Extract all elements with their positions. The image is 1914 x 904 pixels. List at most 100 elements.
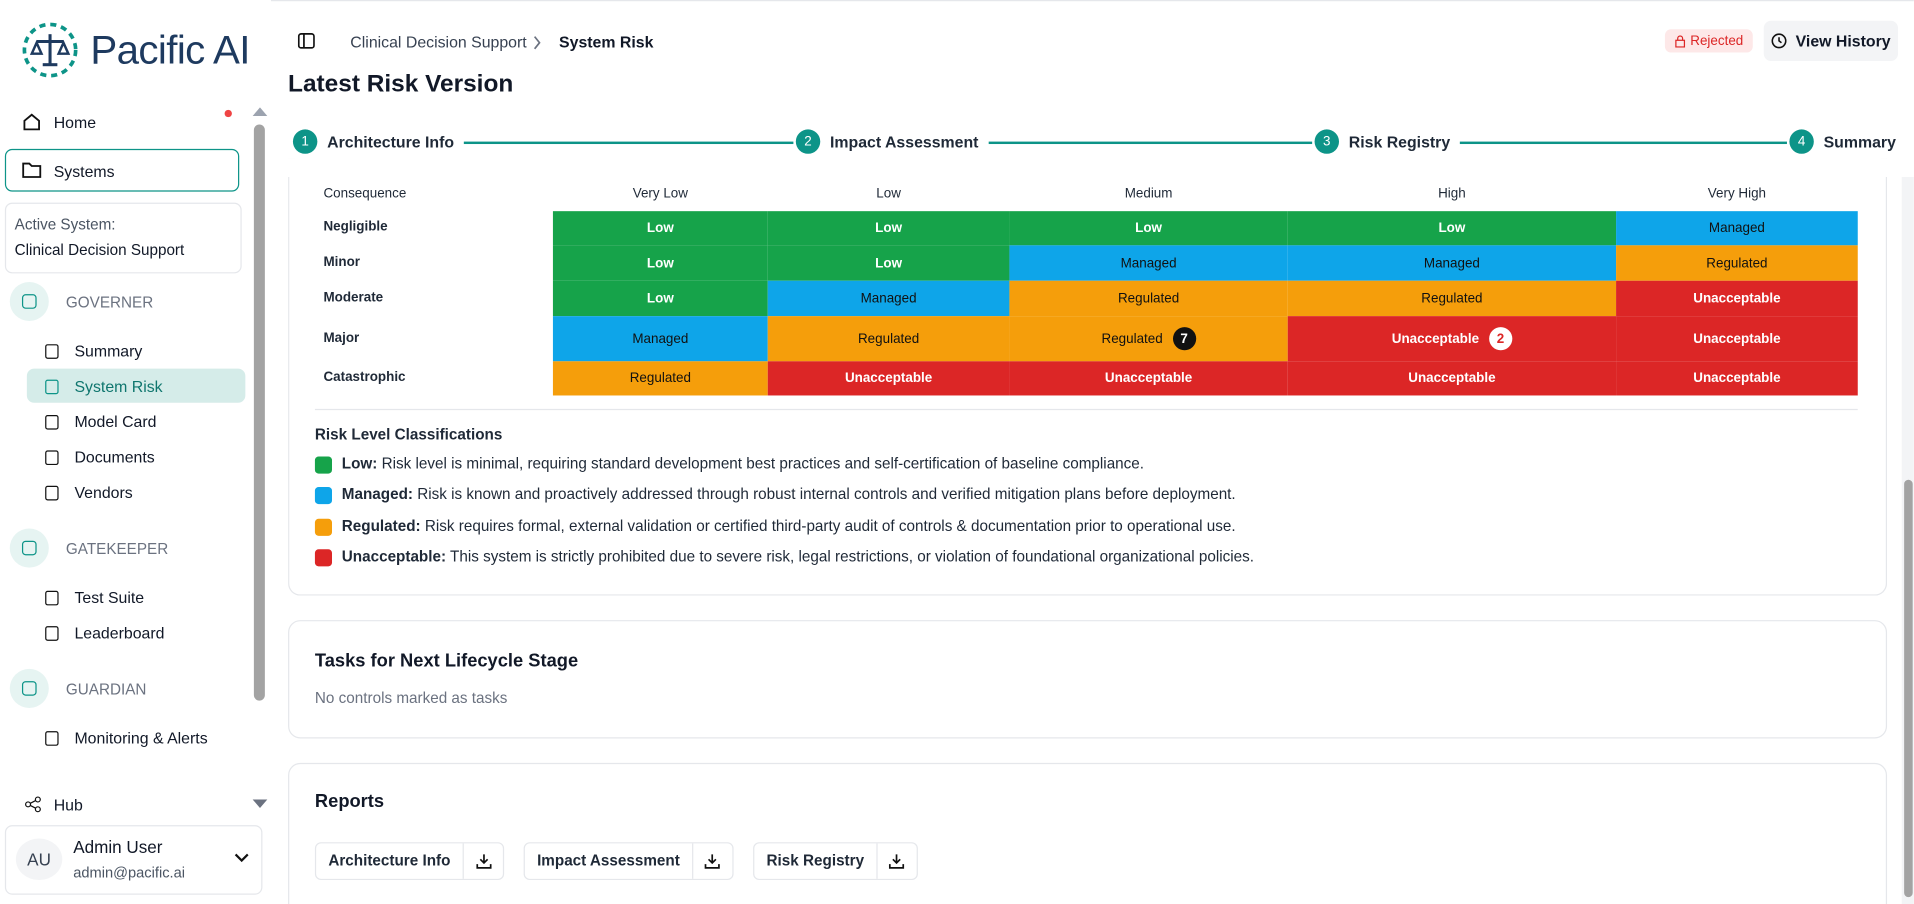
step-connector	[1459, 141, 1787, 144]
nav-item[interactable]: Leaderboard	[74, 623, 165, 643]
step-connector	[988, 141, 1313, 144]
cell-badge[interactable]: 2	[1488, 327, 1513, 351]
matrix-row-label: Negligible	[323, 219, 388, 235]
download-button[interactable]	[877, 853, 916, 869]
download-icon	[705, 854, 721, 869]
user-email: admin@pacific.ai	[73, 864, 185, 882]
nav-home[interactable]: Home	[53, 113, 97, 132]
section-title: GATEKEEPER	[65, 540, 169, 558]
matrix-corner: Consequence	[323, 186, 407, 202]
cell-label: Regulated	[857, 331, 920, 347]
avatar: AU	[15, 838, 63, 881]
matrix-row-label: Major	[323, 330, 360, 345]
report-name[interactable]: Impact Assessment	[525, 843, 694, 879]
step-circle: 2	[795, 129, 821, 154]
logo-icon	[22, 22, 78, 78]
nav-icon	[45, 344, 59, 359]
legend-item: Unacceptable: This system is strictly pr…	[342, 548, 1254, 565]
matrix-column: Low	[876, 186, 901, 202]
report-name[interactable]: Risk Registry	[754, 843, 878, 879]
step-circle: 1	[292, 129, 318, 154]
active-system-box	[4, 202, 242, 274]
report-button: Risk Registry	[753, 842, 918, 881]
matrix-cell: Managed	[1287, 245, 1617, 281]
section-icon-glyph	[21, 681, 37, 696]
download-icon	[475, 854, 491, 869]
legend-description: Risk level is minimal, requiring standar…	[381, 455, 1145, 473]
section-icon-glyph	[21, 540, 37, 556]
matrix-cell: Managed	[552, 316, 768, 362]
matrix-column: Medium	[1124, 186, 1173, 202]
matrix-cell: Low	[552, 280, 768, 317]
cell-label: Regulated	[1706, 255, 1768, 271]
report-name[interactable]: Architecture Info	[316, 843, 464, 879]
scroll-down	[252, 799, 268, 809]
breadcrumb-parent[interactable]: Clinical Decision Support	[350, 32, 527, 52]
tasks-title: Tasks for Next Lifecycle Stage	[314, 650, 579, 672]
reports-title: Reports	[314, 790, 385, 812]
tasks-empty: No controls marked as tasks	[314, 689, 508, 707]
matrix-cell: Regulated 7	[1009, 316, 1288, 362]
nav-item[interactable]: Summary	[74, 341, 143, 361]
home-icon	[23, 113, 40, 131]
lock-icon	[1675, 34, 1685, 47]
nav-item[interactable]: Model Card	[74, 412, 157, 431]
step-label: Impact Assessment	[830, 133, 979, 152]
cell-label: Unacceptable	[1693, 291, 1781, 306]
matrix-cell: Unacceptable	[1009, 361, 1288, 396]
cell-label: Low	[646, 220, 674, 236]
page-title: Latest Risk Version	[288, 70, 514, 98]
step-label: Architecture Info	[327, 133, 455, 152]
download-icon	[889, 854, 905, 869]
matrix-column: Very Low	[632, 186, 688, 202]
report-button: Architecture Info	[314, 842, 505, 881]
matrix-cell: Regulated	[1287, 280, 1617, 317]
matrix-cell: Low	[1009, 211, 1288, 246]
step-connector	[463, 141, 794, 144]
matrix-cell: Managed	[767, 280, 1010, 317]
matrix-cell: Low	[552, 211, 768, 246]
nav-hub[interactable]: Hub	[53, 795, 83, 815]
view-history-button[interactable]: View History	[1763, 20, 1899, 62]
matrix-column: Very High	[1707, 186, 1767, 202]
cell-label: Low	[1135, 220, 1163, 236]
legend-description: This system is strictly prohibited due t…	[450, 547, 1254, 566]
legend-label: Low:	[341, 455, 378, 473]
legend-item: Managed: Risk is known and proactively a…	[342, 486, 1236, 503]
nav-item[interactable]: Vendors	[74, 483, 133, 502]
section-icon	[9, 668, 49, 708]
status-badge: Rejected	[1664, 29, 1753, 53]
matrix-cell: Low	[767, 245, 1010, 281]
matrix-cell: Unacceptable	[1616, 361, 1858, 396]
cell-label: Low	[875, 220, 903, 236]
matrix-cell: Low	[552, 245, 768, 281]
matrix-cell: Regulated	[1009, 280, 1288, 317]
download-button[interactable]	[693, 853, 732, 869]
legend-label: Unacceptable:	[341, 547, 447, 566]
matrix-cell: Regulated	[552, 361, 768, 396]
cell-label: Unacceptable	[1391, 331, 1480, 347]
download-button[interactable]	[464, 853, 503, 869]
cell-label: Regulated	[629, 371, 691, 386]
nav-icon	[45, 731, 59, 746]
legend-label: Managed:	[341, 486, 413, 504]
cell-badge[interactable]: 7	[1172, 327, 1196, 351]
legend-swatch	[314, 518, 333, 536]
nav-item[interactable]: Documents	[74, 447, 155, 467]
nav-item[interactable]: System Risk	[74, 377, 163, 396]
legend-label: Regulated:	[341, 517, 421, 535]
reports-card	[288, 762, 1888, 904]
nav-systems[interactable]	[4, 148, 240, 192]
section-title: GUARDIAN	[65, 681, 147, 699]
cell-label: Managed	[632, 331, 689, 347]
cell-label: Managed	[1120, 255, 1177, 271]
nav-icon	[45, 379, 59, 395]
sidebar-toggle[interactable]	[297, 33, 315, 49]
step-mask	[270, 158, 1902, 177]
legend-description: Risk requires formal, external validatio…	[424, 517, 1236, 535]
cell-label: Managed	[1423, 255, 1480, 271]
user-box[interactable]	[4, 825, 263, 895]
nav-item[interactable]: Test Suite	[74, 588, 145, 607]
nav-item[interactable]: Monitoring & Alerts	[74, 728, 208, 748]
